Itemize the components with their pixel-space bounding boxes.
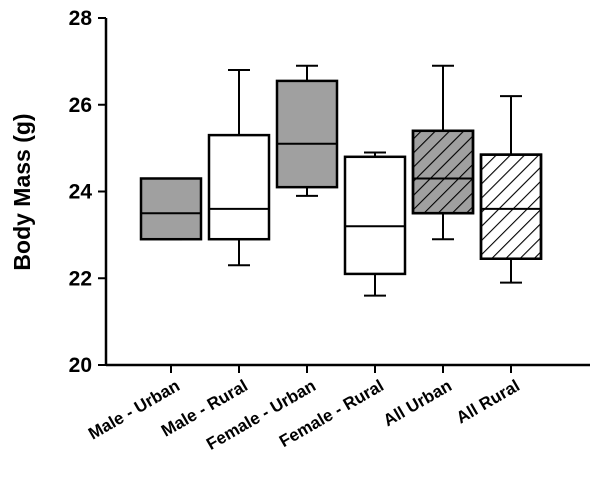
box-hatch-6 bbox=[479, 153, 543, 260]
x-category-label: All Urban bbox=[380, 376, 455, 430]
y-tick-label: 20 bbox=[69, 354, 92, 377]
box-4 bbox=[343, 155, 407, 276]
box-2 bbox=[207, 133, 271, 241]
box-3 bbox=[275, 79, 339, 189]
y-axis-title: Body Mass (g) bbox=[9, 113, 35, 270]
y-tick-label: 22 bbox=[69, 267, 92, 290]
y-tick-label: 28 bbox=[69, 7, 93, 30]
y-tick-label: 24 bbox=[69, 181, 93, 204]
x-category-label: All Rural bbox=[453, 376, 523, 427]
box-1 bbox=[139, 177, 203, 241]
y-tick-label: 26 bbox=[69, 94, 92, 117]
box-hatch-5 bbox=[411, 129, 475, 215]
